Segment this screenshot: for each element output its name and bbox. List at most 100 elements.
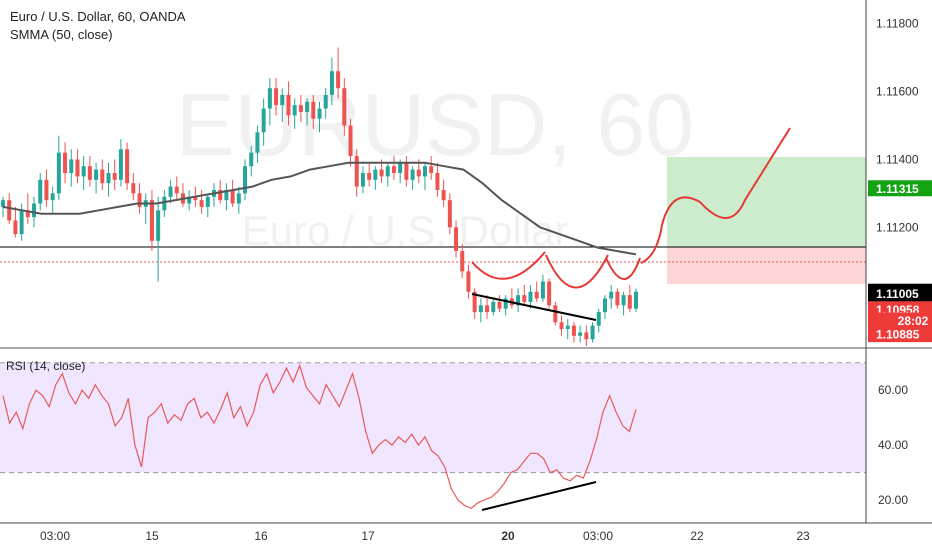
price-label-bg	[868, 285, 932, 302]
x-tick-label: 22	[690, 529, 704, 543]
candle-body	[87, 166, 92, 180]
candle-body	[205, 196, 210, 207]
candle-body	[423, 166, 427, 177]
cup-arc-third	[605, 257, 641, 280]
candle-body	[174, 186, 179, 194]
candle-body	[149, 200, 154, 241]
rsi-trendline	[481, 481, 597, 511]
candle-body	[69, 159, 74, 173]
candle	[336, 47, 341, 99]
candle-body	[32, 203, 37, 218]
candle	[81, 156, 86, 190]
candle-body	[360, 173, 365, 187]
candle-body	[267, 88, 272, 109]
candle	[559, 315, 564, 336]
rsi-tick-label: 20.00	[878, 493, 908, 507]
rsi-legend[interactable]: RSI (14, close)	[6, 359, 85, 373]
candle	[373, 166, 378, 190]
candles-group	[1, 47, 638, 346]
candle-body	[596, 312, 601, 326]
candle-body	[516, 295, 521, 306]
candle-body	[441, 189, 446, 201]
rsi-tick-label: 40.00	[878, 438, 908, 452]
candle-body	[329, 71, 334, 95]
candle-body	[540, 281, 545, 299]
candle	[540, 274, 545, 302]
candle-body	[627, 295, 632, 309]
candle-body	[391, 166, 396, 173]
price-axis-ticks: 1.11200 1.11400 1.11600 1.11800	[876, 17, 919, 235]
candle-body	[404, 162, 409, 180]
candle-body	[460, 251, 465, 272]
price-label-bg	[868, 326, 932, 343]
candle-body	[447, 200, 452, 228]
candle-body	[81, 166, 86, 177]
candle	[590, 322, 595, 343]
candle-body	[56, 152, 61, 194]
candle	[174, 176, 179, 201]
candle-body	[435, 173, 440, 190]
candle-body	[528, 291, 533, 302]
candle-body	[571, 325, 576, 336]
watermark-name: Euro / U.S. Dollar	[242, 207, 569, 254]
candle-body	[565, 325, 570, 330]
candle-body	[118, 149, 123, 180]
candle	[56, 135, 61, 201]
rsi-band	[0, 362, 866, 473]
price-label-text: 1.11315	[876, 182, 919, 196]
candle	[460, 244, 465, 279]
candle-body	[280, 94, 285, 106]
candle	[491, 298, 496, 316]
candle-body	[379, 169, 384, 177]
candle-body	[615, 291, 620, 306]
smma-legend[interactable]: SMMA (50, close)	[10, 27, 113, 42]
price-label-bg	[868, 312, 932, 329]
candle	[100, 159, 105, 190]
candle-body	[255, 132, 260, 153]
candle-body	[472, 291, 477, 313]
candle	[69, 149, 74, 187]
candle-body	[274, 88, 279, 106]
candle	[13, 206, 18, 238]
candle	[298, 94, 303, 123]
candle	[261, 98, 266, 146]
candle-body	[336, 71, 341, 89]
candle	[571, 322, 576, 343]
candle-body	[311, 101, 316, 119]
x-tick-label: 03:00	[40, 529, 70, 543]
price-label: 1.11005	[868, 285, 932, 302]
candle-body	[497, 301, 502, 309]
candle	[156, 196, 161, 282]
candle	[466, 264, 471, 299]
candle	[596, 308, 601, 333]
candle	[385, 162, 390, 187]
symbol-title[interactable]: Euro / U.S. Dollar, 60, OANDA	[10, 9, 186, 24]
candle	[447, 193, 452, 235]
candle-body	[63, 152, 68, 173]
y-tick-label: 1.11400	[876, 152, 919, 166]
candle-body	[261, 108, 266, 133]
candle-body	[578, 332, 583, 336]
candle	[485, 295, 490, 319]
candle	[131, 173, 136, 201]
candle	[553, 301, 558, 326]
candle	[367, 162, 372, 187]
candle	[391, 156, 396, 180]
candle-body	[131, 183, 136, 194]
rsi-line	[2, 363, 637, 509]
candle-body	[224, 189, 229, 201]
x-tick-label: 23	[796, 529, 810, 543]
candle	[404, 156, 409, 187]
candle	[280, 88, 285, 123]
candle-body	[292, 105, 297, 116]
candle	[199, 189, 204, 214]
candle-body	[305, 101, 310, 112]
candle	[329, 57, 334, 106]
candle	[267, 78, 272, 126]
candle	[112, 159, 117, 190]
candle	[584, 325, 589, 346]
price-trendline	[471, 293, 597, 321]
y-tick-label: 1.11600	[876, 85, 919, 99]
